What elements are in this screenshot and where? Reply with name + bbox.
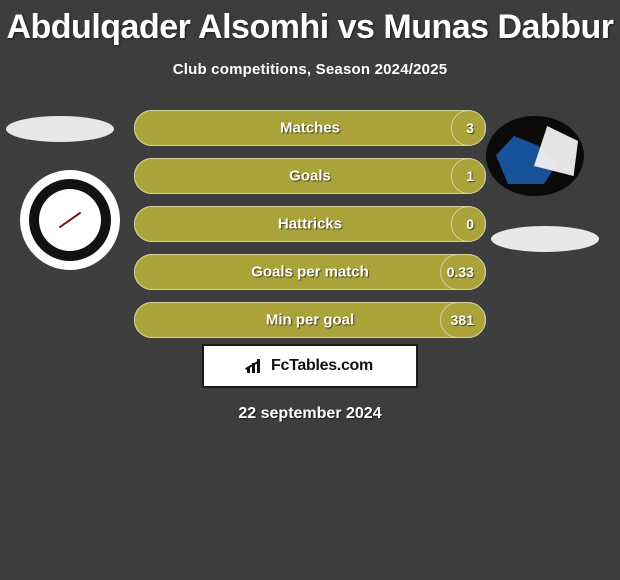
stat-value-right: 3 (466, 120, 474, 136)
club-left-logo-inner (39, 189, 101, 251)
club-left-logo-ring (29, 179, 111, 261)
stat-row-goals-per-match: Goals per match 0.33 (134, 254, 486, 290)
date-text: 22 september 2024 (0, 405, 620, 423)
stat-value-right: 1 (466, 168, 474, 184)
stat-value-right: 381 (451, 312, 474, 328)
stat-row-hattricks: Hattricks 0 (134, 206, 486, 242)
page-title: Abdulqader Alsomhi vs Munas Dabbur (0, 8, 620, 47)
stat-label: Goals (289, 168, 331, 185)
stat-label: Hattricks (278, 216, 342, 233)
subtitle: Club competitions, Season 2024/2025 (0, 61, 620, 78)
player-right-photo (486, 116, 584, 196)
player-right-placeholder (491, 226, 599, 252)
stat-row-matches: Matches 3 (134, 110, 486, 146)
stat-label: Min per goal (266, 312, 354, 329)
bar-chart-icon (247, 359, 265, 373)
stat-value-right: 0 (466, 216, 474, 232)
stat-value-right: 0.33 (447, 264, 474, 280)
brand-text: FcTables.com (271, 357, 373, 375)
stat-row-goals: Goals 1 (134, 158, 486, 194)
brand-link[interactable]: FcTables.com (202, 344, 418, 388)
stat-label: Goals per match (251, 264, 369, 281)
club-left-logo (20, 170, 120, 270)
stat-bars: Matches 3 Goals 1 Hattricks 0 (134, 110, 486, 350)
comparison-card: Abdulqader Alsomhi vs Munas Dabbur Club … (0, 0, 620, 580)
stat-row-min-per-goal: Min per goal 381 (134, 302, 486, 338)
player-left-placeholder (6, 116, 114, 142)
title-wrap: Abdulqader Alsomhi vs Munas Dabbur (0, 0, 620, 47)
stat-label: Matches (280, 120, 340, 137)
